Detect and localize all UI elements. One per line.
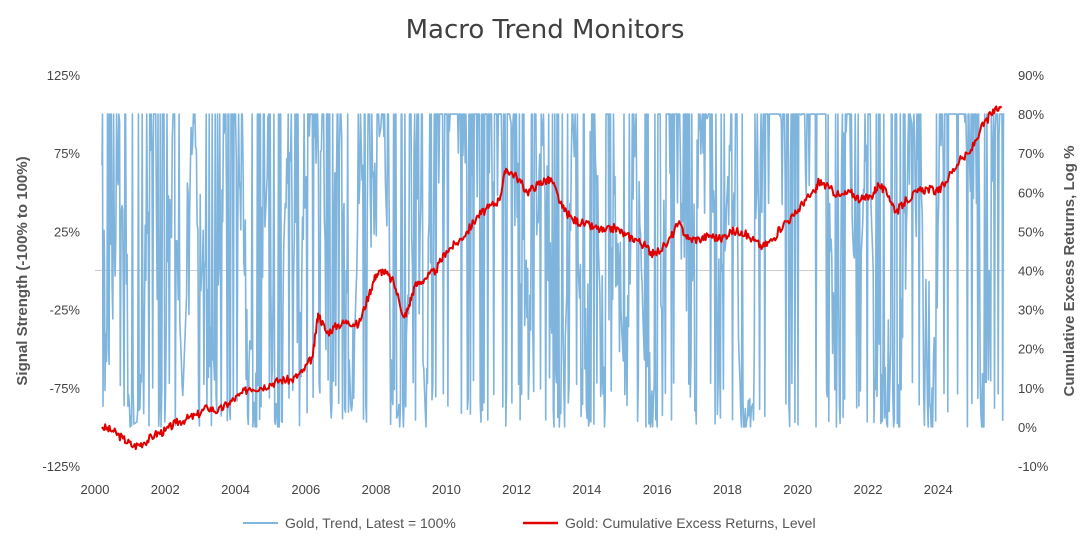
y-right-tick-label: 50%	[1018, 224, 1044, 239]
x-tick-label: 2002	[151, 482, 180, 497]
legend-label-gold-trend: Gold, Trend, Latest = 100%	[285, 515, 456, 531]
x-tick-label: 2024	[924, 482, 953, 497]
x-tick-label: 2000	[81, 482, 110, 497]
y-right-tick-label: 60%	[1018, 185, 1044, 200]
y-right-tick-label: 30%	[1018, 303, 1044, 318]
y-left-tick-label: 75%	[54, 146, 80, 161]
y-right-tick-label: 90%	[1018, 68, 1044, 83]
x-tick-label: 2012	[502, 482, 531, 497]
y-left-axis-title: Signal Strength (-100% to 100%)	[14, 156, 31, 385]
x-tick-label: 2014	[572, 482, 601, 497]
x-tick-label: 2018	[713, 482, 742, 497]
x-tick-label: 2006	[291, 482, 320, 497]
y-left-tick-label: 125%	[47, 68, 81, 83]
line-gold-trend	[101, 113, 1005, 428]
series-gold-cumulative	[101, 105, 1003, 451]
y-right-axis-title: Cumulative Excess Returns, Log %	[1061, 146, 1078, 397]
x-tick-label: 2016	[643, 482, 672, 497]
y-right-tick-label: 0%	[1018, 420, 1037, 435]
y-left-tick-label: -75%	[50, 381, 81, 396]
legend-label-gold-cumulative: Gold: Cumulative Excess Returns, Level	[565, 515, 816, 531]
x-axis-ticks: 2000 2002 2004 2006 2008 2010 2012 2014 2016 2018…	[81, 482, 953, 497]
y-right-tick-label: 80%	[1018, 107, 1044, 122]
y-right-tick-label: 70%	[1018, 146, 1044, 161]
x-tick-label: 2010	[432, 482, 461, 497]
series-gold-trend	[101, 113, 1005, 428]
y-left-tick-label: 25%	[54, 224, 80, 239]
x-tick-label: 2022	[854, 482, 883, 497]
y-right-tick-label: -10%	[1018, 459, 1049, 474]
y-left-axis-ticks: 125% 75% 25% -25% -75% -125%	[42, 68, 80, 474]
x-tick-label: 2020	[783, 482, 812, 497]
chart-title: Macro Trend Monitors	[406, 15, 685, 45]
y-left-tick-label: -25%	[50, 303, 81, 318]
x-tick-label: 2008	[362, 482, 391, 497]
y-right-tick-label: 20%	[1018, 342, 1044, 357]
y-right-tick-label: 40%	[1018, 264, 1044, 279]
y-right-tick-label: 10%	[1018, 381, 1044, 396]
x-tick-label: 2004	[221, 482, 250, 497]
y-left-tick-label: -125%	[42, 459, 80, 474]
legend: Gold, Trend, Latest = 100% Gold: Cumulat…	[243, 515, 816, 531]
y-right-axis-ticks: 90% 80% 70% 60% 50% 40% 30% 20% 10% 0% -10%	[1018, 68, 1049, 474]
